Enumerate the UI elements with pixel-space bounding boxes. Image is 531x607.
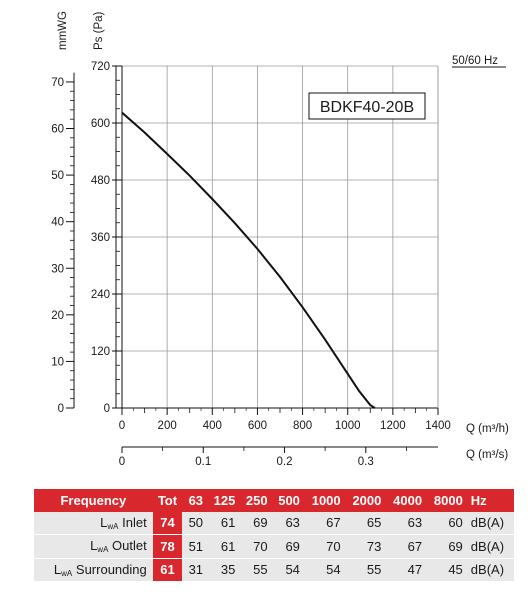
band-value: 51 bbox=[182, 534, 207, 558]
band-value: 69 bbox=[238, 511, 271, 535]
x2-axis-label: Q (m³/s) bbox=[466, 449, 508, 461]
row-label-inlet: LwA Inlet bbox=[34, 511, 153, 535]
x-tick-label: 0 bbox=[119, 420, 125, 432]
band-value: 67 bbox=[302, 511, 344, 535]
band-header: 250 bbox=[238, 489, 271, 512]
lwa-symbol: L bbox=[53, 561, 62, 577]
table-row: LwA Inlet 74 50 61 69 63 67 65 63 60 dB(… bbox=[34, 511, 514, 535]
y-tick-label: 240 bbox=[91, 289, 110, 301]
x-tick-label: 1000 bbox=[335, 420, 361, 432]
band-header: 125 bbox=[206, 489, 239, 512]
band-header: 8000 bbox=[425, 489, 466, 512]
band-value: 63 bbox=[384, 511, 426, 535]
y-tick-label: 360 bbox=[91, 232, 110, 244]
x-axis-label: Q (m³/h) bbox=[466, 423, 509, 435]
band-value: 54 bbox=[302, 558, 344, 582]
band-value: 70 bbox=[302, 534, 344, 558]
tot-value: 74 bbox=[152, 511, 183, 535]
tot-header: Tot bbox=[152, 489, 183, 512]
band-value: 73 bbox=[343, 534, 385, 558]
mmwg-tick-label: 10 bbox=[51, 356, 64, 368]
table-header-row: Frequency Tot 63 125 250 500 1000 2000 4… bbox=[34, 489, 514, 512]
mmwg-tick-label: 40 bbox=[51, 217, 64, 229]
row-label-text: Outlet bbox=[112, 538, 147, 554]
band-value: 69 bbox=[425, 534, 466, 558]
band-value: 35 bbox=[206, 558, 239, 582]
table-row: LwA Outlet 78 51 61 70 69 70 73 67 69 dB… bbox=[34, 534, 514, 558]
y-tick-label: 120 bbox=[91, 346, 110, 358]
tot-value: 78 bbox=[152, 534, 183, 558]
row-label-surrounding: LwA Surrounding bbox=[34, 558, 153, 582]
lwa-symbol: L bbox=[100, 514, 108, 530]
band-value: 60 bbox=[425, 511, 466, 535]
lwa-subscript: wA bbox=[107, 521, 119, 531]
x-tick-label: 800 bbox=[293, 420, 312, 432]
row-label-outlet: LwA Outlet bbox=[34, 534, 153, 558]
band-header: 4000 bbox=[384, 489, 426, 512]
unit-value: dB(A) bbox=[465, 511, 514, 535]
frequency-note: 50/60 Hz bbox=[452, 55, 498, 67]
band-value: 67 bbox=[384, 534, 426, 558]
y-tick-label: 480 bbox=[91, 175, 110, 187]
x-tick-label: 1200 bbox=[380, 420, 406, 432]
mmwg-tick-label: 0 bbox=[58, 403, 64, 415]
model-label: BDKF40-20B bbox=[320, 99, 414, 116]
x2-tick-label: 0 bbox=[119, 456, 125, 468]
y-tick-label: 720 bbox=[91, 61, 110, 73]
band-header: 500 bbox=[270, 489, 303, 512]
band-value: 61 bbox=[206, 534, 239, 558]
mmwg-tick-label: 50 bbox=[51, 170, 64, 182]
band-value: 45 bbox=[425, 558, 466, 582]
fan-curve-chart: 0 10 20 30 40 50 60 70 0 120 240 360 480 600 720 0 200… bbox=[51, 11, 509, 468]
band-value: 65 bbox=[343, 511, 385, 535]
mmwg-tick-label: 70 bbox=[51, 77, 64, 89]
lwa-subscript: wA bbox=[61, 568, 73, 578]
unit-value: dB(A) bbox=[465, 534, 514, 558]
x-tick-label: 200 bbox=[158, 420, 177, 432]
band-value: 63 bbox=[270, 511, 303, 535]
x-tick-label: 400 bbox=[203, 420, 222, 432]
unit-header: Hz bbox=[465, 489, 514, 512]
frequency-header: Frequency bbox=[34, 489, 153, 512]
y-tick-label: 0 bbox=[104, 403, 110, 415]
x-tick-label: 600 bbox=[248, 420, 267, 432]
band-value: 31 bbox=[182, 558, 207, 582]
pressure-flow-curve bbox=[121, 111, 376, 409]
pressure-axis-label: Ps (Pa) bbox=[93, 11, 105, 50]
sound-power-table: Frequency Tot 63 125 250 500 1000 2000 4… bbox=[34, 489, 514, 582]
tot-value: 61 bbox=[152, 558, 183, 582]
band-value: 54 bbox=[270, 558, 303, 582]
mmwg-tick-label: 30 bbox=[51, 263, 64, 275]
band-header: 63 bbox=[182, 489, 207, 512]
mmwg-label: mmWG bbox=[57, 11, 69, 50]
band-value: 70 bbox=[238, 534, 271, 558]
x2-tick-label: 0.3 bbox=[358, 456, 374, 468]
x2-tick-label: 0.2 bbox=[277, 456, 293, 468]
flow-axis-m3s: 0 0.1 0.2 0.3 bbox=[119, 446, 438, 468]
band-header: 2000 bbox=[343, 489, 385, 512]
lwa-subscript: wA bbox=[97, 545, 109, 555]
y-tick-label: 600 bbox=[91, 118, 110, 130]
pressure-axis: 0 120 240 360 480 600 720 bbox=[91, 61, 122, 415]
x-tick-label: 1400 bbox=[425, 420, 451, 432]
row-label-text: Inlet bbox=[122, 514, 147, 530]
band-value: 61 bbox=[206, 511, 239, 535]
mmwg-tick-label: 60 bbox=[51, 124, 64, 136]
band-value: 69 bbox=[270, 534, 303, 558]
unit-value: dB(A) bbox=[465, 558, 514, 582]
row-label-text: Surrounding bbox=[75, 561, 147, 577]
band-value: 55 bbox=[238, 558, 271, 582]
flow-axis-m3h: 0 200 400 600 800 1000 1200 1400 bbox=[119, 408, 451, 432]
mmwg-tick-label: 20 bbox=[51, 310, 64, 322]
table-row: LwA Surrounding 61 31 35 55 54 54 55 47 … bbox=[34, 558, 514, 582]
band-value: 50 bbox=[182, 511, 207, 535]
x2-tick-label: 0.1 bbox=[195, 456, 211, 468]
mmwg-axis: 0 10 20 30 40 50 60 70 bbox=[51, 72, 75, 415]
model-box bbox=[308, 92, 426, 120]
band-value: 47 bbox=[384, 558, 426, 582]
lwa-symbol: L bbox=[90, 538, 98, 554]
band-value: 55 bbox=[343, 558, 385, 582]
band-header: 1000 bbox=[302, 489, 344, 512]
